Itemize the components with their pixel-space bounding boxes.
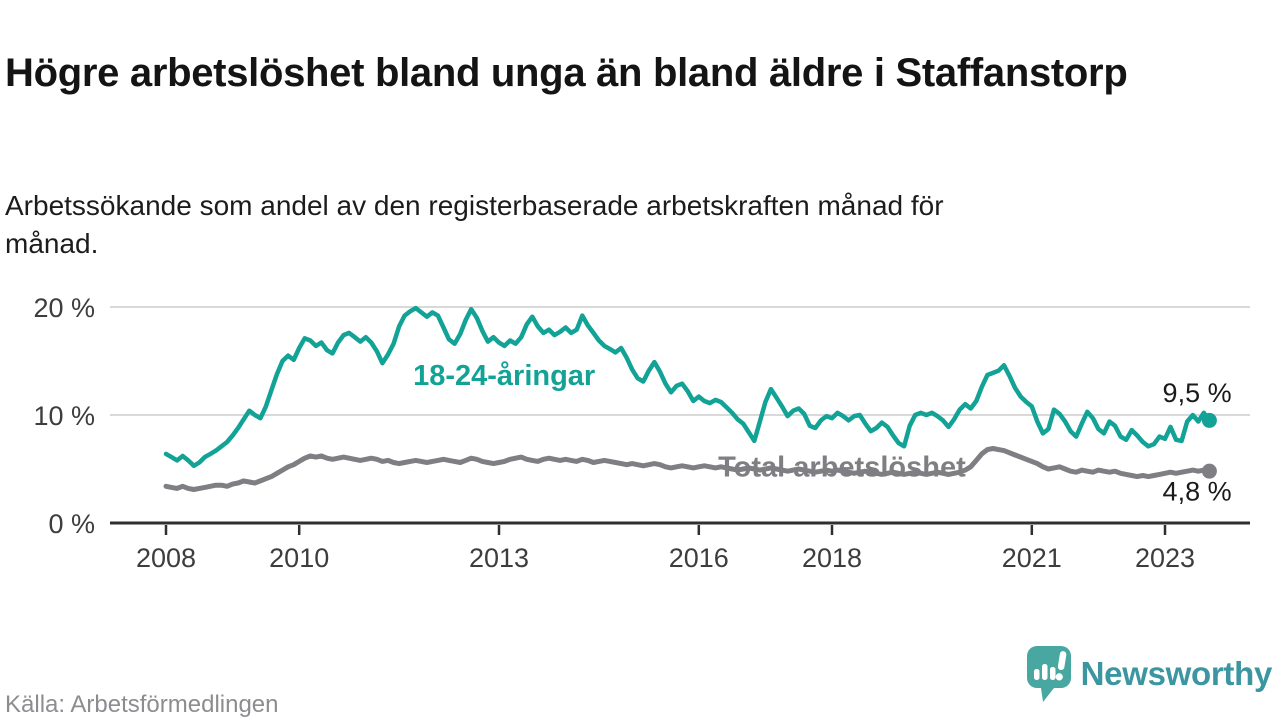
chart-svg: 0 % 10 % 20 % 2008 2010 2013 2016 2018 2021 2023 1… — [33, 293, 1250, 573]
x-tick-label: 2013 — [469, 543, 529, 573]
x-tick-label: 2016 — [669, 543, 729, 573]
line-chart: 0 % 10 % 20 % 2008 2010 2013 2016 2018 2021 2023 1… — [0, 278, 1280, 610]
chart-subtitle: Arbetssökande som andel av den registerb… — [5, 190, 944, 259]
series-end-dot — [1201, 412, 1217, 428]
series-label: Total arbetslöshet — [718, 452, 966, 484]
x-tick-label: 2023 — [1135, 543, 1195, 573]
brand-name: Newsworthy — [1080, 655, 1273, 692]
page-title: Högre arbetslöshet bland unga än bland ä… — [5, 50, 1128, 95]
source-note: Källa: Arbetsförmedlingen — [5, 691, 279, 718]
series-line-18-24-åringar — [163, 305, 1212, 469]
series-end-value-label: 4,8 % — [1163, 476, 1232, 506]
x-tick-label: 2008 — [136, 543, 196, 573]
series-label: 18-24-åringar — [413, 360, 595, 392]
brand-logo: Newsworthy — [1025, 644, 1272, 704]
series-end-value-label: 9,5 % — [1163, 378, 1232, 408]
y-tick-label: 0 % — [48, 509, 95, 539]
series-end-dot — [1201, 463, 1217, 479]
x-tick-label: 2018 — [802, 543, 862, 573]
y-tick-label: 20 % — [33, 293, 95, 323]
newsworthy-icon — [1025, 644, 1072, 704]
y-tick-label: 10 % — [33, 401, 95, 431]
x-tick-label: 2021 — [1002, 543, 1062, 573]
series-line-Total arbetslöshet — [163, 446, 1212, 492]
x-tick-label: 2010 — [269, 543, 329, 573]
